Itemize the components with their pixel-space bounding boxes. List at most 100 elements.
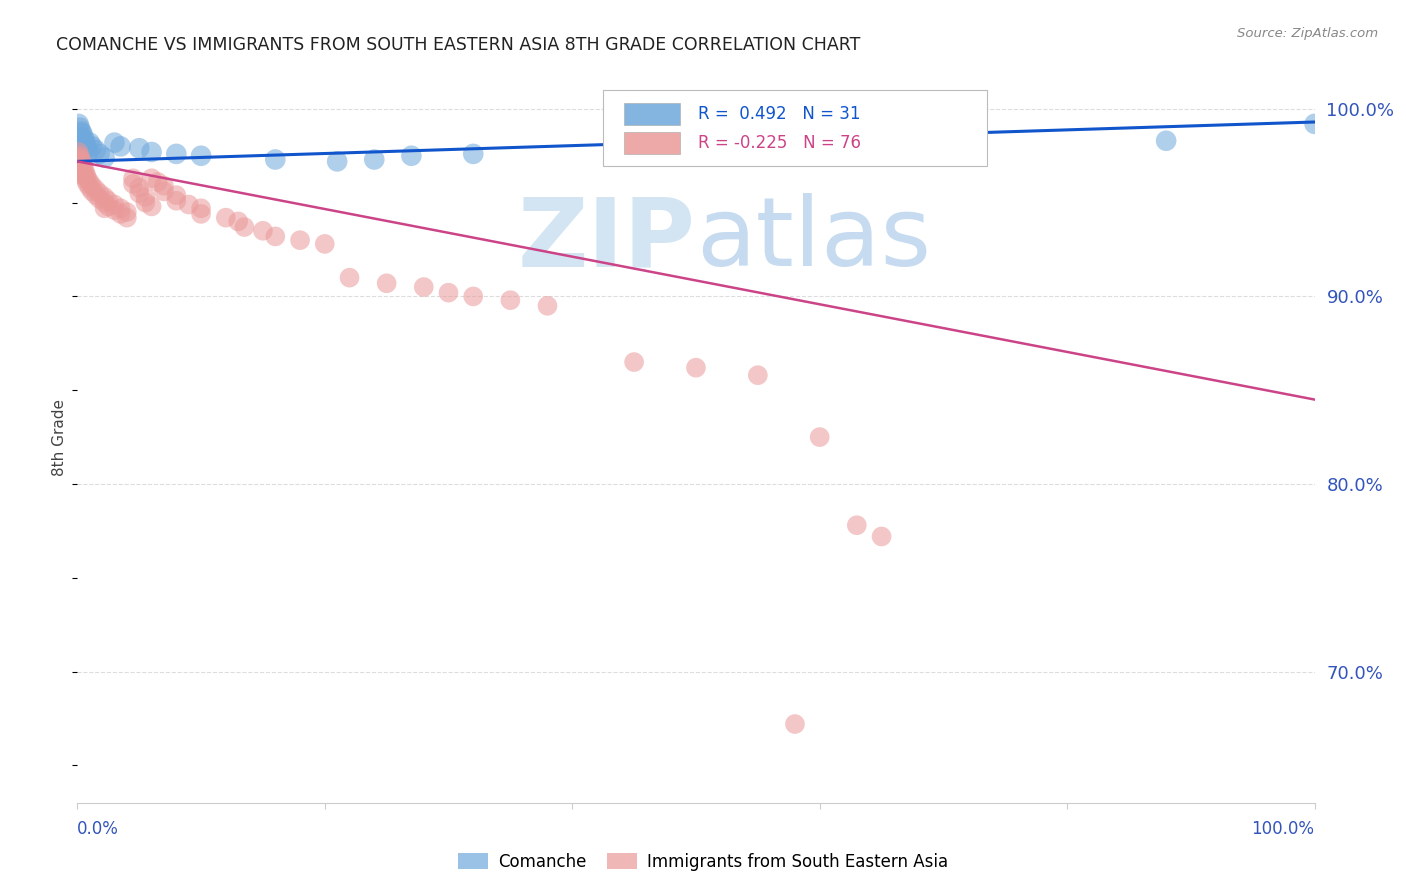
- Point: [165, 194, 187, 208]
- Point: [73, 169, 96, 184]
- Point: [72, 136, 94, 150]
- Point: [75, 168, 97, 182]
- Text: atlas: atlas: [696, 193, 931, 286]
- Point: [72, 130, 94, 145]
- Point: [463, 147, 485, 161]
- Text: ZIP: ZIP: [517, 193, 696, 286]
- Point: [76, 177, 98, 191]
- Point: [97, 194, 120, 208]
- Point: [89, 192, 111, 206]
- Point: [141, 199, 163, 213]
- Point: [623, 355, 645, 369]
- Point: [412, 280, 434, 294]
- Bar: [624, 103, 681, 125]
- Point: [70, 124, 93, 138]
- Point: [1303, 117, 1326, 131]
- Point: [463, 289, 485, 303]
- Point: [115, 211, 138, 225]
- Point: [783, 136, 806, 150]
- Point: [110, 139, 132, 153]
- Point: [153, 185, 176, 199]
- Text: COMANCHE VS IMMIGRANTS FROM SOUTH EASTERN ASIA 8TH GRADE CORRELATION CHART: COMANCHE VS IMMIGRANTS FROM SOUTH EASTER…: [56, 36, 860, 54]
- Point: [93, 190, 115, 204]
- Point: [69, 156, 91, 170]
- Point: [84, 143, 107, 157]
- Point: [215, 211, 238, 225]
- Point: [73, 134, 96, 148]
- Point: [134, 195, 156, 210]
- Point: [122, 171, 145, 186]
- Point: [97, 199, 120, 213]
- Point: [70, 132, 93, 146]
- Point: [67, 154, 90, 169]
- Point: [103, 197, 125, 211]
- Point: [190, 207, 212, 221]
- Point: [82, 185, 104, 199]
- Point: [67, 117, 90, 131]
- Point: [79, 180, 101, 194]
- Point: [82, 139, 104, 153]
- Text: R =  0.492   N = 31: R = 0.492 N = 31: [699, 104, 860, 123]
- Point: [77, 145, 100, 159]
- Point: [685, 360, 707, 375]
- Point: [146, 175, 169, 189]
- Point: [747, 368, 769, 383]
- Point: [233, 220, 256, 235]
- Point: [264, 153, 287, 167]
- Text: R = -0.225   N = 76: R = -0.225 N = 76: [699, 134, 862, 152]
- Point: [110, 201, 132, 215]
- Point: [1154, 134, 1177, 148]
- Point: [69, 149, 91, 163]
- Point: [89, 186, 111, 201]
- Point: [326, 154, 349, 169]
- Point: [72, 168, 94, 182]
- Point: [870, 529, 893, 543]
- Point: [288, 233, 311, 247]
- Point: [339, 270, 361, 285]
- Point: [70, 163, 93, 178]
- Point: [93, 151, 115, 165]
- Point: [93, 195, 115, 210]
- Point: [165, 147, 187, 161]
- Point: [73, 163, 96, 178]
- Point: [252, 224, 274, 238]
- Point: [93, 201, 115, 215]
- Point: [84, 188, 107, 202]
- Point: [72, 166, 94, 180]
- Point: [845, 518, 868, 533]
- Point: [79, 175, 101, 189]
- Point: [437, 285, 460, 300]
- Point: [75, 173, 97, 187]
- Point: [79, 136, 101, 150]
- Point: [76, 141, 98, 155]
- Point: [67, 145, 90, 159]
- Point: [75, 137, 97, 152]
- Point: [72, 160, 94, 174]
- Point: [783, 717, 806, 731]
- Point: [72, 126, 94, 140]
- Point: [141, 145, 163, 159]
- Point: [72, 139, 94, 153]
- Point: [70, 158, 93, 172]
- Point: [103, 136, 125, 150]
- Bar: [624, 132, 681, 154]
- Point: [401, 149, 423, 163]
- Point: [153, 178, 176, 193]
- Legend: Comanche, Immigrants from South Eastern Asia: Comanche, Immigrants from South Eastern …: [450, 845, 956, 880]
- Text: 0.0%: 0.0%: [77, 820, 120, 838]
- Point: [141, 171, 163, 186]
- Point: [67, 151, 90, 165]
- Y-axis label: 8th Grade: 8th Grade: [52, 399, 67, 475]
- Point: [128, 180, 150, 194]
- Point: [264, 229, 287, 244]
- Point: [82, 178, 104, 193]
- Point: [165, 188, 187, 202]
- Point: [499, 293, 522, 308]
- Text: Source: ZipAtlas.com: Source: ZipAtlas.com: [1237, 27, 1378, 40]
- Point: [375, 277, 398, 291]
- Point: [128, 141, 150, 155]
- Point: [115, 205, 138, 219]
- Point: [190, 201, 212, 215]
- Point: [72, 161, 94, 176]
- Point: [536, 299, 558, 313]
